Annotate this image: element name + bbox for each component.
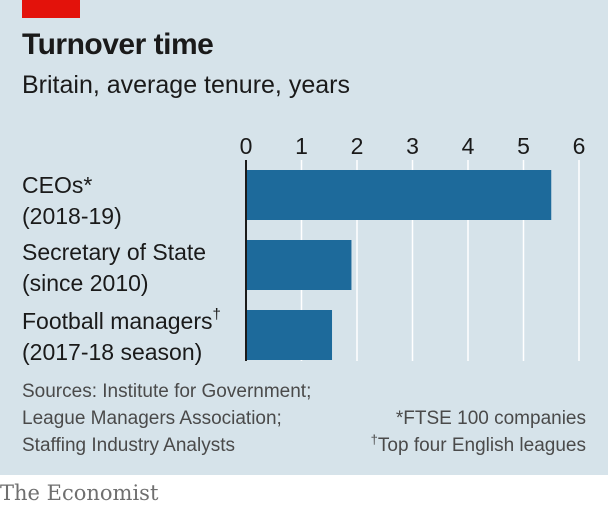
- footnote-leagues: †Top four English leagues: [370, 432, 586, 456]
- category-label-line2: (since 2010): [22, 270, 149, 296]
- category-label-ceos: CEOs* (2018-19): [22, 170, 122, 232]
- chart-panel: [0, 0, 608, 475]
- x-tick-label-4: 4: [462, 133, 475, 159]
- x-tick-label-1: 1: [295, 133, 308, 159]
- bar-2: [246, 310, 333, 360]
- x-tick-label-6: 6: [573, 133, 586, 159]
- category-label-football: Football managers† (2017-18 season): [22, 306, 221, 368]
- red-tag: [22, 0, 80, 18]
- source-line: Sources: Institute for Government;: [22, 381, 312, 402]
- source-line: League Managers Association;: [22, 408, 282, 429]
- category-label-line2: (2018-19): [22, 203, 122, 229]
- bar-0: [246, 170, 552, 220]
- bars: [246, 170, 552, 360]
- chart-subtitle: Britain, average tenure, years: [22, 71, 350, 99]
- x-tick-label-3: 3: [406, 133, 419, 159]
- category-label-line1: CEOs*: [22, 172, 93, 198]
- source-line: Staffing Industry Analysts: [22, 435, 235, 456]
- category-label-line1: Secretary of State: [22, 239, 207, 265]
- category-mark: †: [212, 306, 221, 323]
- footnotes: *FTSE 100 companies †Top four English le…: [371, 405, 586, 459]
- x-tick-label-5: 5: [517, 133, 530, 159]
- economist-logo-text: The Economist: [0, 481, 159, 505]
- bar-1: [246, 240, 352, 290]
- category-label-line2: (2017-18 season): [22, 339, 203, 365]
- tick-labels: 0 1 2 3 4 5 6: [240, 133, 586, 159]
- chart-title: Turnover time: [22, 28, 214, 61]
- category-label-line1: Football managers: [22, 308, 213, 334]
- bar-chart: 0 1 2 3 4 5 6: [240, 133, 586, 361]
- x-tick-label-2: 2: [351, 133, 364, 159]
- sources-note: Sources: Institute for Government; Leagu…: [22, 378, 311, 459]
- footnote-ftse: *FTSE 100 companies: [395, 408, 586, 429]
- x-tick-label-0: 0: [240, 133, 253, 159]
- category-label-secretary: Secretary of State (since 2010): [22, 237, 206, 299]
